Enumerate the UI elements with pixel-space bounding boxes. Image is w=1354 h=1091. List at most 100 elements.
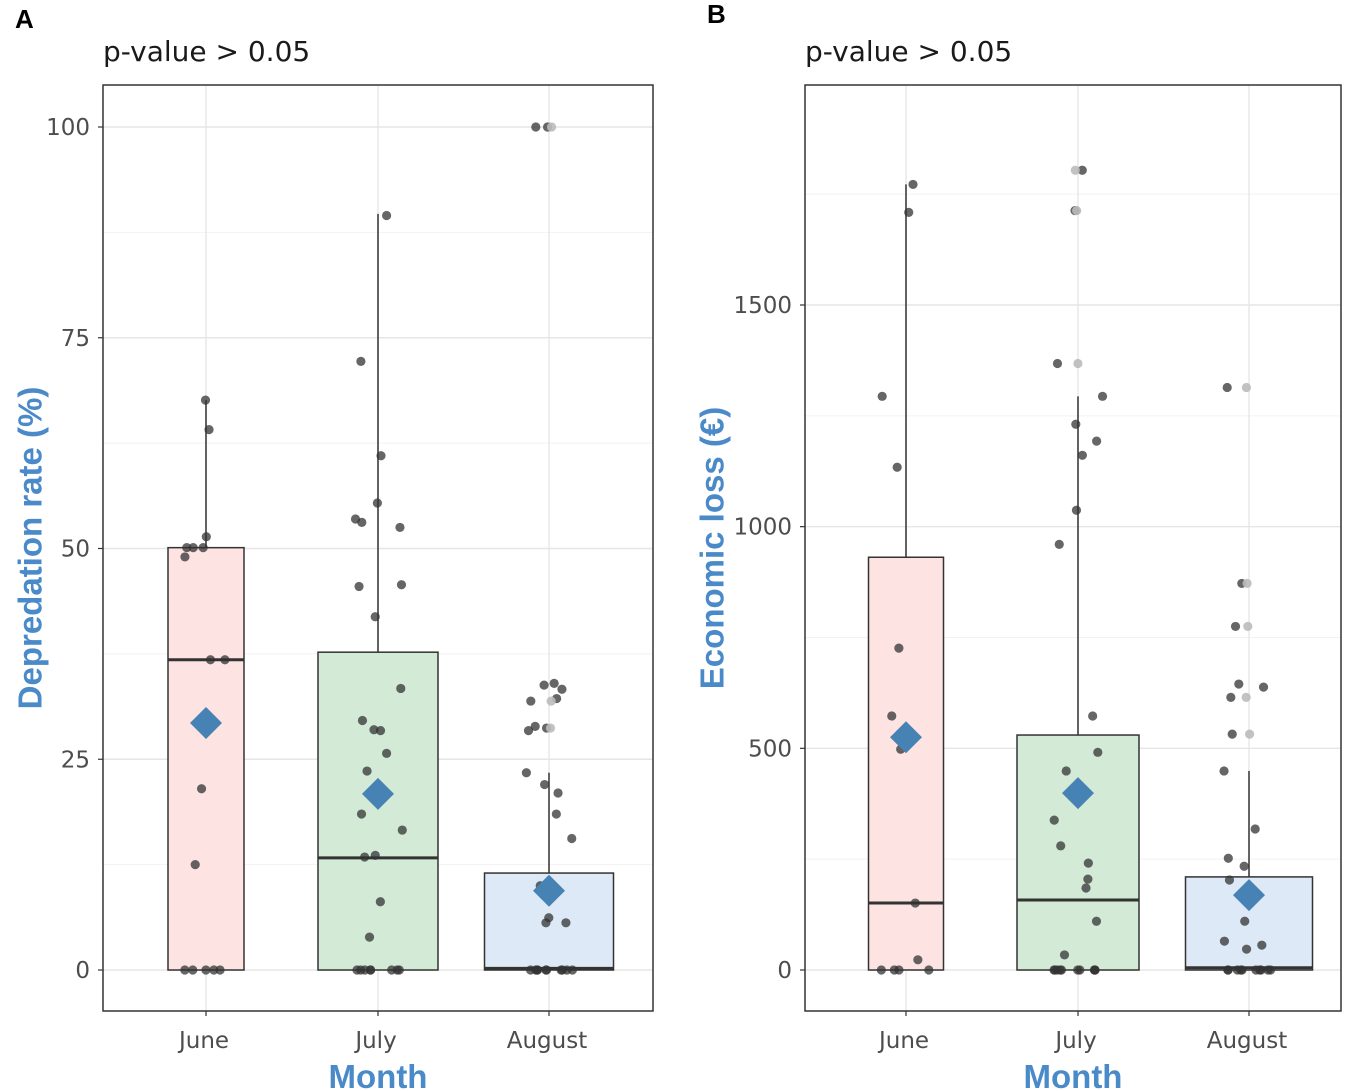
data-point	[1071, 419, 1081, 429]
data-point	[910, 898, 920, 908]
data-point	[551, 809, 561, 819]
x-tick-label: July	[1053, 1028, 1096, 1054]
y-tick-label: 25	[61, 747, 90, 773]
data-point	[375, 725, 386, 736]
data-point	[396, 683, 406, 694]
mean-marker	[533, 874, 565, 907]
plot-title: p-value > 0.05	[805, 35, 1012, 68]
data-point	[354, 581, 364, 592]
outlier-point	[1073, 358, 1083, 369]
data-point	[525, 965, 536, 975]
data-point	[876, 965, 886, 975]
data-point	[924, 965, 934, 975]
mean-marker	[190, 707, 222, 740]
box-july	[317, 651, 439, 971]
data-point	[376, 451, 386, 461]
data-point	[396, 580, 407, 590]
panel-a: Ap-value > 0.05 0 25 50 75 100 June July August M…	[12, 4, 654, 1091]
mean-marker	[362, 777, 394, 810]
data-point	[541, 918, 551, 928]
data-point	[526, 696, 536, 706]
data-point	[894, 965, 904, 975]
data-point	[1251, 965, 1261, 975]
data-point	[182, 543, 192, 553]
x-tick-label: August	[507, 1028, 588, 1054]
data-point	[877, 391, 887, 401]
data-point	[1052, 358, 1063, 369]
x-tick-label: August	[1207, 1028, 1288, 1054]
data-point	[397, 825, 407, 835]
data-point	[541, 965, 551, 975]
data-point	[1061, 766, 1071, 776]
outlier-point	[1245, 729, 1255, 739]
data-point	[1263, 965, 1273, 975]
panel-b: Bp-value > 0.05 0 500 1000 1500 June July Augus…	[694, 0, 1342, 1091]
outlier-point	[1241, 382, 1252, 393]
y-tick-label: 1000	[733, 515, 792, 541]
data-point	[1056, 841, 1066, 851]
y-axis-title: Depredation rate (%)	[12, 387, 49, 710]
data-point	[356, 809, 367, 819]
data-point	[904, 207, 914, 217]
data-point	[532, 965, 543, 975]
y-tick-label: 0	[75, 958, 90, 984]
plot-border	[804, 84, 1342, 1012]
data-point	[567, 965, 578, 975]
plot-title: p-value > 0.05	[103, 35, 310, 68]
data-point	[1224, 875, 1235, 885]
data-point	[1234, 679, 1244, 689]
y-tick-label: 50	[61, 537, 90, 563]
data-point	[364, 932, 375, 942]
y-tick-label: 100	[46, 115, 90, 141]
data-point	[908, 179, 918, 190]
data-point	[1097, 391, 1108, 401]
data-point	[540, 779, 550, 790]
x-tick-label: July	[353, 1028, 396, 1054]
data-point	[1241, 944, 1252, 954]
mean-marker	[1233, 879, 1265, 912]
data-point	[1223, 853, 1233, 863]
data-point	[887, 711, 897, 721]
data-point	[350, 514, 361, 524]
data-point	[375, 897, 385, 907]
x-tick-label: June	[177, 1028, 229, 1054]
y-axis-title: Economic loss (€)	[694, 407, 731, 689]
outlier-point	[1243, 621, 1253, 632]
data-point	[1219, 936, 1230, 946]
mean-marker	[1062, 777, 1094, 810]
data-point	[1091, 916, 1102, 926]
data-point	[180, 552, 190, 562]
data-point	[204, 425, 214, 435]
y-tick-label: 1500	[733, 293, 792, 319]
data-point	[201, 532, 211, 542]
data-point	[1049, 815, 1059, 825]
data-point	[1239, 861, 1249, 871]
data-point	[196, 784, 207, 794]
data-point	[370, 612, 380, 622]
data-point	[1093, 747, 1103, 757]
data-point	[360, 852, 370, 862]
data-point	[200, 395, 211, 405]
data-point	[1088, 711, 1098, 721]
outlier-point	[545, 723, 556, 733]
data-point	[362, 766, 372, 776]
data-point	[395, 522, 405, 533]
data-point	[370, 850, 380, 860]
box-june	[167, 546, 245, 971]
data-point	[1092, 436, 1102, 446]
data-point	[561, 918, 571, 928]
data-point	[1077, 165, 1087, 175]
data-point	[521, 768, 531, 778]
data-point	[352, 965, 362, 975]
data-point	[1257, 940, 1267, 950]
panel-label: A	[15, 4, 34, 34]
data-point	[1081, 883, 1091, 893]
outlier-point	[1072, 205, 1082, 216]
data-point	[180, 965, 190, 975]
outlier-point	[546, 122, 557, 132]
data-point	[1054, 539, 1064, 550]
data-point	[205, 655, 216, 665]
data-point	[357, 715, 368, 726]
data-point	[1250, 824, 1260, 834]
